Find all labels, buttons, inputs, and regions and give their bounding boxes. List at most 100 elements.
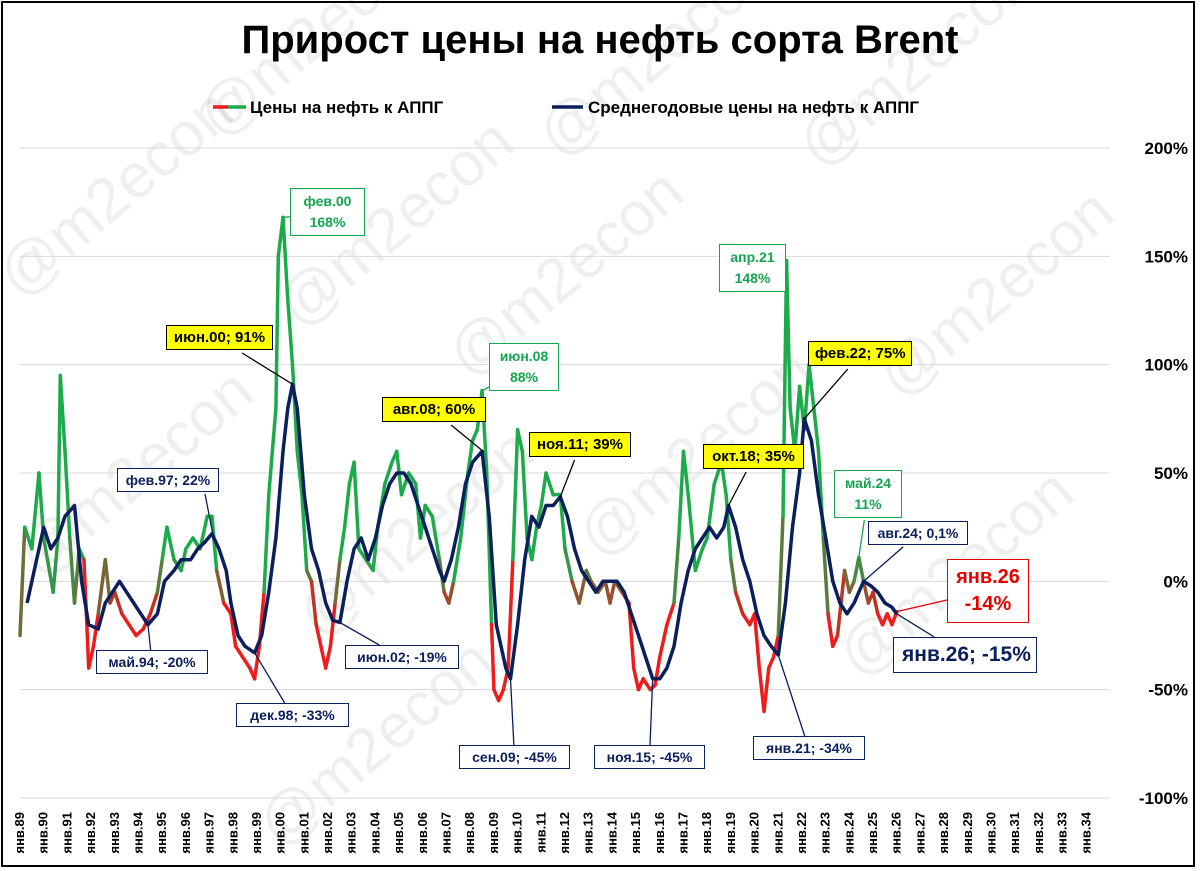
annotation-aug24: авг.24; 0,1% [868, 521, 968, 545]
annotation-leader [339, 621, 380, 646]
annotation-leader [803, 368, 849, 420]
annotation-leader [241, 352, 293, 385]
monthly-yoy-segment [676, 449, 686, 540]
y-tick-label: 150% [1145, 247, 1188, 266]
annotation-leader [649, 678, 654, 746]
monthly-yoy-segment [184, 536, 195, 551]
monthly-yoy-segment [653, 655, 662, 688]
monthly-yoy-segment [658, 622, 669, 659]
monthly-yoy-segment [857, 555, 866, 584]
x-tick-label: янв.94 [130, 811, 145, 853]
x-tick-label: янв.33 [1055, 812, 1070, 854]
x-tick-label: янв.99 [249, 812, 264, 854]
annotation-leader [896, 599, 948, 613]
watermark-text: @m2econ [785, 0, 1047, 181]
y-tick-label: -100% [1139, 789, 1188, 808]
monthly-yoy-segment [127, 622, 138, 638]
monthly-yoy-segment [18, 525, 27, 638]
monthly-yoy-segment [847, 579, 856, 594]
monthly-yoy-segment [328, 601, 337, 649]
gridlines [20, 147, 1110, 799]
monthly-yoy-segment [515, 427, 525, 454]
x-tick-label: янв.18 [699, 812, 714, 854]
annotation-sep09: сен.09; -45% [459, 745, 570, 769]
monthly-yoy-segment [113, 590, 124, 616]
annotation-text: ноя.15; -45% [606, 749, 693, 765]
monthly-yoy-segment [309, 579, 318, 627]
monthly-yoy-segment [470, 427, 480, 443]
x-tick-label: янв.19 [723, 812, 738, 854]
annotation-leaders [147, 216, 948, 746]
monthly-yoy-segment [229, 612, 238, 649]
monthly-yoy-segment [511, 427, 520, 562]
monthly-yoy-segment [793, 384, 802, 454]
x-tick-label: янв.04 [367, 811, 382, 853]
monthly-yoy-segment [383, 460, 394, 486]
annotation-jan26n: янв.26; -15% [893, 637, 1037, 673]
annotation-dec98: дек.98; -33% [236, 703, 349, 727]
x-tick-label: янв.21 [770, 812, 785, 854]
monthly-yoy-segment [91, 612, 100, 649]
x-tick-label: янв.96 [178, 812, 193, 854]
annotation-leader [204, 493, 215, 541]
monthly-yoy-segment [530, 525, 539, 562]
monthly-yoy-segment [489, 622, 496, 692]
x-tick-label: янв.91 [59, 812, 74, 854]
monthly-yoy-segment [41, 536, 55, 594]
monthly-yoy-segment [821, 536, 830, 616]
x-tick-label: янв.11 [533, 812, 548, 853]
monthly-yoy-segment [861, 579, 871, 605]
monthly-yoy-segment [665, 601, 676, 627]
annotation-apr21: апр.21 148% [719, 244, 786, 292]
annotation-text: фев.22; 75% [815, 345, 906, 362]
annotation-leader [509, 678, 515, 746]
monthly-yoy-segment [342, 482, 352, 529]
x-tick-label: янв.89 [12, 812, 27, 854]
annotation-leader [147, 624, 152, 651]
monthly-yoy-segment [86, 644, 96, 670]
annotation-text: дек.98; -33% [250, 707, 335, 723]
monthly-yoy-segment [641, 677, 653, 692]
annotation-feb97: фев.97; 22% [117, 468, 219, 492]
monthly-yoy-segment [300, 492, 309, 573]
monthly-yoy-segment [447, 579, 456, 605]
monthly-yoy-segment [520, 449, 529, 540]
annotation-leader [559, 459, 576, 498]
x-tick-label: янв.14 [604, 811, 619, 853]
x-tick-label: янв.98 [225, 812, 240, 854]
annotation-text: авг.08; 60% [392, 401, 476, 418]
monthly-yoy-segment [30, 471, 41, 551]
annotation-text: окт.18; 35% [712, 448, 795, 465]
annotation-leader [777, 654, 806, 737]
monthly-yoy-segment [752, 612, 762, 670]
legend-label-annual: Среднегодовые цены на нефть к АППГ [588, 98, 919, 117]
monthly-yoy-segment [222, 601, 233, 616]
annotation-leader [450, 424, 484, 452]
x-tick-label: янв.15 [628, 812, 643, 854]
x-tick-label: янв.10 [510, 812, 525, 854]
monthly-yoy-segment [262, 492, 271, 594]
monthly-yoy-segment [613, 579, 624, 594]
monthly-yoy-segment [729, 557, 738, 594]
monthly-yoy-segment [423, 503, 435, 519]
monthly-yoy-segment [160, 525, 169, 562]
x-tick-label: янв.06 [415, 812, 430, 854]
monthly-yoy-segment [563, 547, 574, 584]
monthly-yoy-segment [148, 590, 160, 616]
annotation-nov11: ноя.11; 39% [529, 432, 631, 457]
annotation-jan21: янв.21; -34% [753, 736, 865, 760]
monthly-yoy-segment [240, 655, 252, 670]
annotation-jun08: июн.08 88% [489, 343, 559, 391]
watermark-text: @m2econ [525, 0, 787, 171]
monthly-yoy-segment [776, 514, 785, 638]
x-tick-label: янв.03 [344, 812, 359, 854]
x-tick-label: янв.22 [794, 812, 809, 854]
monthly-yoy-segment [58, 373, 67, 454]
annotation-text: янв.26; -15% [902, 643, 1031, 666]
y-tick-label: 200% [1145, 139, 1188, 158]
annotation-text: апр.21 [730, 249, 775, 265]
annotation-text: май.94; -20% [108, 654, 196, 670]
monthly-yoy-segment [539, 471, 548, 508]
monthly-yoy-segment [762, 666, 771, 714]
monthly-yoy-segment [96, 557, 108, 616]
